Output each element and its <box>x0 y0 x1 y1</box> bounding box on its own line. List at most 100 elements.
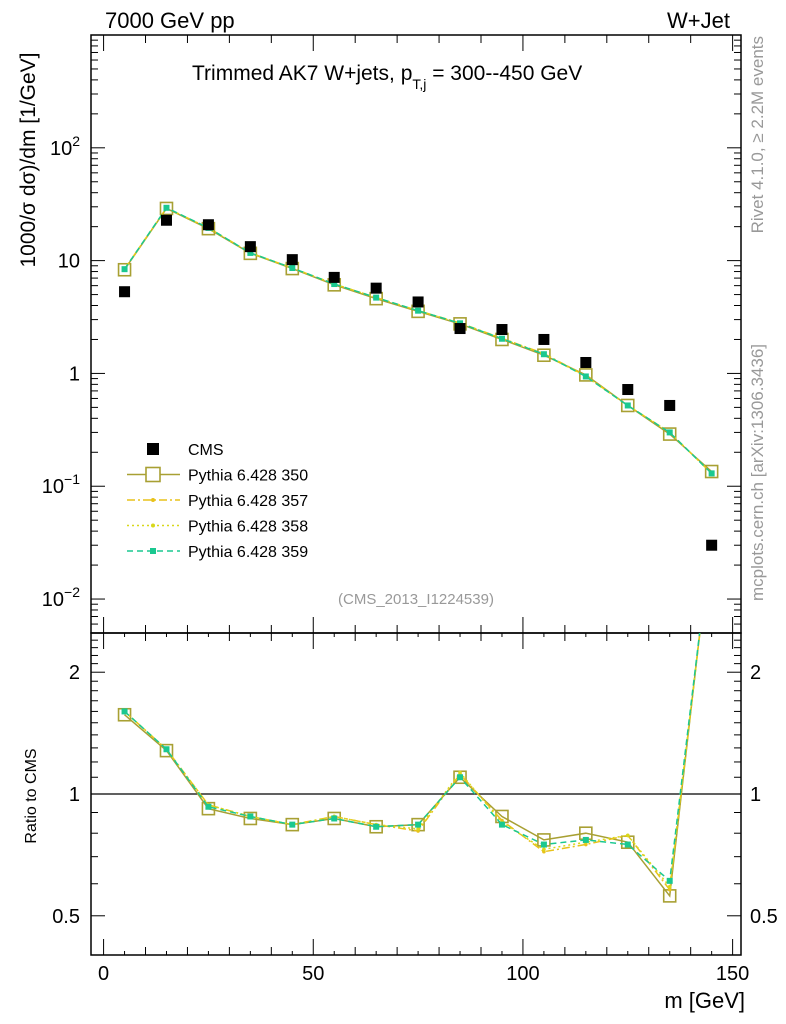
main-data-layer <box>117 201 719 551</box>
series-line-s358 <box>123 207 713 474</box>
data-point-s359 <box>415 307 422 314</box>
legend-entry-cms-marker <box>147 443 159 455</box>
legend-entry-s358-label: Pythia 6.428 358 <box>188 519 308 536</box>
data-point-cms <box>328 271 340 283</box>
data-point-s350 <box>704 464 719 479</box>
data-point-cms <box>119 286 131 298</box>
chart-title: Trimmed AK7 W+jets, pT,j = 300--450 GeV <box>192 62 582 92</box>
data-point-s359 <box>247 249 254 256</box>
data-point-s359 <box>540 351 547 358</box>
series-line-s359 <box>123 206 713 474</box>
data-point-s359 <box>373 823 380 830</box>
legend-entry-s359-marker <box>150 548 156 554</box>
x-tick-label: 50 <box>302 963 324 985</box>
data-point-cms <box>412 296 424 308</box>
series-line-s350 <box>124 633 701 898</box>
data-point-s359 <box>205 803 212 810</box>
legend-entry-s350-marker <box>145 466 161 483</box>
y-tick-label: 102 <box>50 133 80 160</box>
header-left: 7000 GeV pp <box>105 8 235 33</box>
data-point-s359 <box>121 708 128 715</box>
y-tick-label: 1 <box>69 363 80 385</box>
watermark: (CMS_2013_I1224539) <box>338 591 494 608</box>
data-point-s359 <box>247 813 254 820</box>
y-tick-label-base: 10 <box>50 138 72 160</box>
data-point-s359 <box>498 335 505 342</box>
data-point-s359 <box>331 281 338 288</box>
y-tick-label-exp: −2 <box>64 584 80 600</box>
mcplots-ref: mcplots.cern.ch [arXiv:1306.3436] <box>748 344 767 601</box>
legend-entry-cms-label: CMS <box>188 442 224 459</box>
data-point-s357 <box>667 887 672 892</box>
data-point-s359 <box>415 821 422 828</box>
data-point-s358 <box>625 833 630 838</box>
data-point-cms <box>244 241 256 253</box>
ratio-y-tick-label-right: 0.5 <box>750 906 778 928</box>
header-right: W+Jet <box>667 8 730 33</box>
data-point-cms <box>664 399 676 411</box>
data-point-s350 <box>243 811 258 826</box>
data-point-s350 <box>706 524 718 536</box>
data-point-cms <box>706 539 718 551</box>
chart-title-main: Trimmed AK7 W+jets, p <box>192 62 412 85</box>
data-point-s359 <box>540 841 547 848</box>
chart-title-sub: T,j <box>412 76 426 92</box>
ratio-y-tick-label: 2 <box>69 662 80 684</box>
ratio-y-tick-label: 1 <box>69 784 80 806</box>
data-point-s359 <box>708 470 715 477</box>
y-tick-label: 10 <box>58 251 80 273</box>
data-point-s350 <box>579 368 593 382</box>
data-point-s350 <box>159 201 174 216</box>
data-point-s358 <box>458 770 462 775</box>
data-point-s359 <box>624 402 631 409</box>
data-point-s359 <box>666 877 673 884</box>
legend-entry-s359-label: Pythia 6.428 359 <box>188 544 308 561</box>
y-tick-label: 10−1 <box>42 471 80 498</box>
series-line-s358 <box>123 633 701 889</box>
data-point-s358 <box>416 827 420 831</box>
chart-title-rest: = 300--450 GeV <box>426 62 582 85</box>
data-point-s358 <box>542 847 546 852</box>
series-line-s350 <box>123 207 713 473</box>
data-point-cms <box>160 214 172 226</box>
y-tick-label-base: 1 <box>69 363 80 385</box>
y-tick-label-exp: −1 <box>64 471 80 487</box>
xlabel: m [GeV] <box>664 988 745 1013</box>
data-point-cms <box>580 356 592 368</box>
y-tick-label: 10−2 <box>42 584 80 611</box>
series-line-s357 <box>123 207 713 474</box>
data-point-cms <box>202 219 214 231</box>
data-point-s350 <box>285 817 300 832</box>
data-point-cms <box>622 384 634 396</box>
data-point-s359 <box>373 294 380 301</box>
main-ylabel: 1000/σ dσ)/dm [1/GeV] <box>17 52 40 267</box>
y-tick-label-base: 10 <box>58 251 80 273</box>
data-point-s359 <box>121 266 128 273</box>
data-point-cms <box>370 282 382 294</box>
data-point-s359 <box>498 821 505 828</box>
ratio-y-tick-label-right: 2 <box>750 662 761 684</box>
data-point-s359 <box>163 746 170 753</box>
data-point-s350 <box>159 743 174 758</box>
x-tick-label: 0 <box>98 963 109 985</box>
x-tick-label: 100 <box>506 963 539 985</box>
rivet-version: Rivet 4.1.0, ≥ 2.2M events <box>748 36 767 233</box>
data-point-s359 <box>709 531 715 537</box>
data-point-s359 <box>624 841 631 848</box>
data-point-s359 <box>331 815 338 822</box>
data-point-s357 <box>710 532 714 536</box>
x-tick-label: 150 <box>716 963 749 985</box>
legend-entry-s357-marker <box>151 498 155 502</box>
data-point-s359 <box>163 204 170 211</box>
data-point-cms <box>538 333 550 345</box>
data-point-s358 <box>710 532 714 536</box>
data-point-s359 <box>582 836 589 843</box>
data-point-s359 <box>666 429 673 436</box>
data-point-s359 <box>582 373 589 380</box>
ratio-y-tick-label-right: 1 <box>750 784 761 806</box>
data-point-cms <box>286 254 298 266</box>
data-point-s350 <box>662 427 677 441</box>
data-point-s350 <box>620 398 635 413</box>
data-point-s350 <box>327 811 342 826</box>
data-point-s358 <box>667 884 672 889</box>
